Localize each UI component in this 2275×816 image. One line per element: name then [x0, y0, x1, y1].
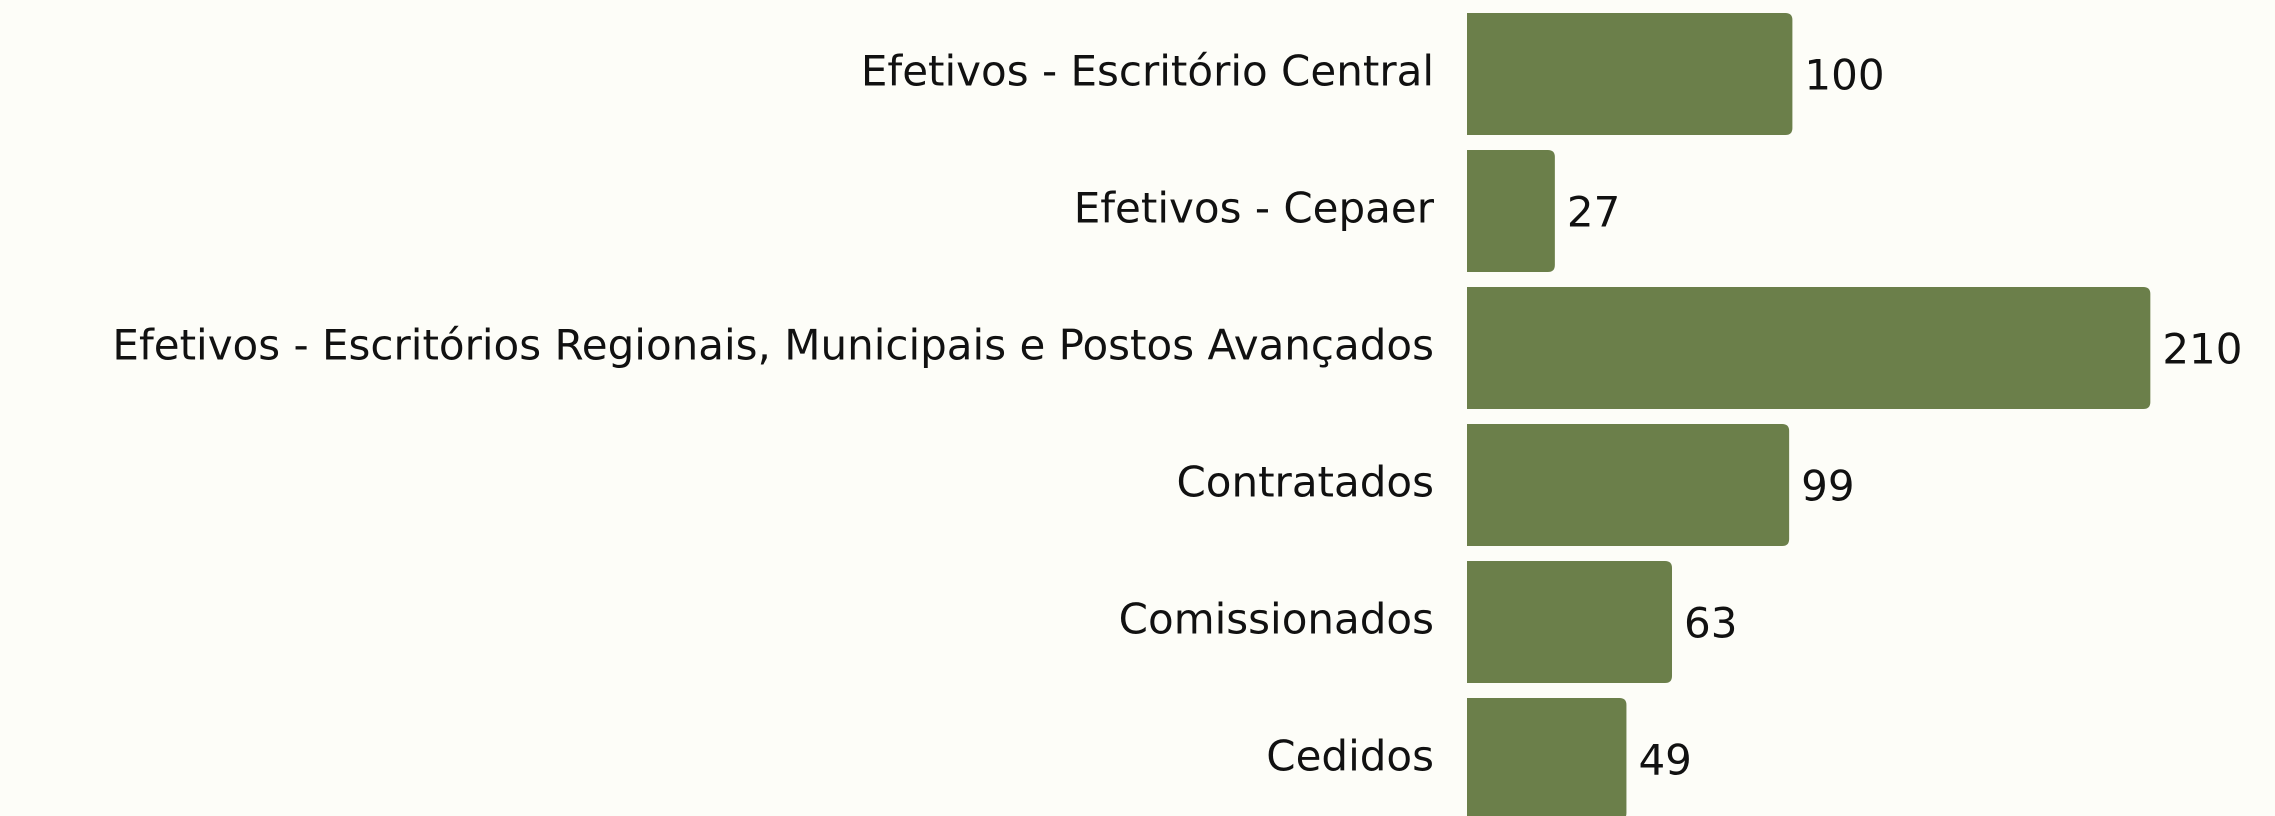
value-label: 100	[1804, 51, 1884, 100]
category-label: Contratados	[1176, 458, 1434, 507]
value-label: 210	[2162, 325, 2242, 374]
bar	[1467, 561, 1673, 683]
category-label: Comissionados	[1119, 595, 1434, 644]
bar	[1467, 698, 1627, 816]
value-label: 27	[1567, 188, 1620, 237]
bar	[1467, 287, 2151, 409]
category-label: Efetivos - Escritório Central	[861, 47, 1434, 96]
category-label: Efetivos - Escritórios Regionais, Munici…	[112, 321, 1434, 370]
value-label: 99	[1801, 462, 1854, 511]
category-label: Efetivos - Cepaer	[1074, 184, 1435, 233]
value-label: 49	[1638, 736, 1691, 785]
value-label: 63	[1684, 599, 1737, 648]
category-label: Cedidos	[1266, 732, 1434, 781]
bar	[1467, 13, 1793, 135]
bar	[1467, 150, 1555, 272]
bar	[1467, 424, 1790, 546]
